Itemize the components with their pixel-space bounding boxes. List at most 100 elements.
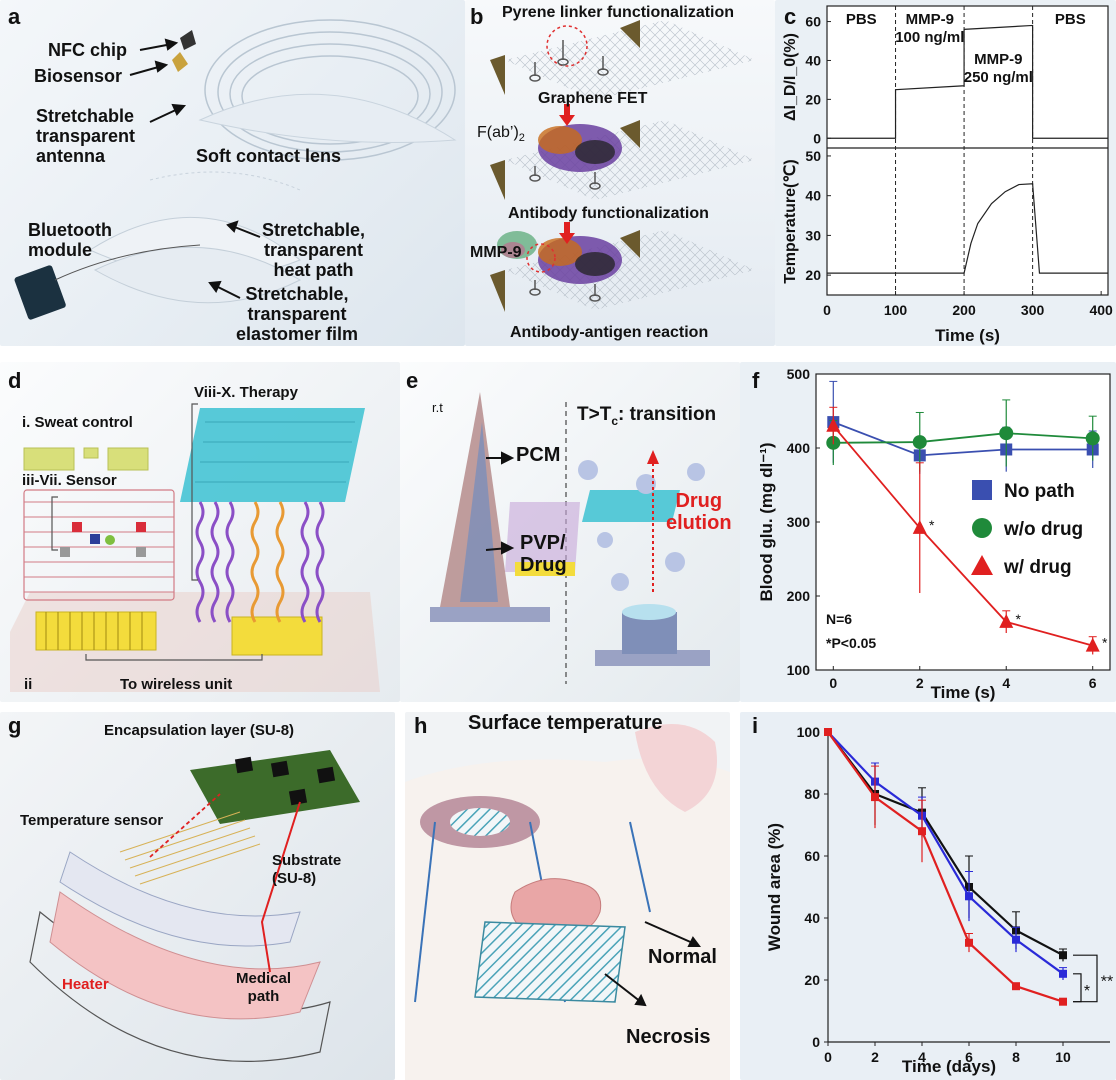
chart-i-series-0-line [827, 731, 1064, 957]
chart-f-star-1: * [1016, 611, 1022, 627]
chart-f: 100 200 300 400 500 0 2 4 6 Time (s) Blood glu. (m… [757, 366, 1111, 702]
chart-f-star-0: * [929, 517, 935, 533]
chart-c-xtick-label-4: 400 [1089, 302, 1113, 318]
chart-f-series-2-point-1 [912, 519, 927, 534]
label-normal: Normal [648, 946, 717, 968]
chart-c-bottom-ytick-label-0: 20 [805, 267, 821, 283]
panel-b-illustration [490, 20, 755, 312]
chart-c-top-ytick-label-0: 0 [813, 130, 821, 146]
label-drug-elution: Drug elution [666, 490, 732, 534]
label-sweat-control: i. Sweat control [22, 414, 133, 431]
panel-g-illustration [29, 750, 360, 1062]
chart-i-bracket-inner [1073, 973, 1082, 1003]
label-elastomer-film: Stretchable, transparent elastomer film [236, 284, 359, 344]
chart-i-ytick-label-1: 20 [804, 972, 820, 988]
chart-i-ytick-label-4: 80 [804, 786, 820, 802]
chart-f-legend-marker-0 [972, 480, 992, 500]
chart-c-bottom-series [827, 183, 1108, 274]
chart-i-series-1-point-4 [1012, 935, 1020, 944]
chart-i-xtick-label-3: 6 [965, 1049, 973, 1065]
label-pcm: PCM [516, 444, 561, 466]
panel-a-illustration [14, 19, 457, 320]
chart-f-series-1-point-3 [1085, 431, 1100, 446]
chart-c-top-series [827, 24, 1108, 139]
chart-c-bottom-ytick-label-2: 40 [805, 188, 821, 204]
chart-i-sig-0: * [1084, 983, 1090, 1000]
panel-label-b: b [470, 4, 484, 29]
chart-i-xtick-label-2: 4 [918, 1049, 926, 1065]
label-mmp9: MMP-9 [470, 244, 522, 261]
chart-i-ytick-label-5: 100 [797, 724, 821, 740]
chart-i-series-1-line [827, 731, 1064, 975]
chart-i-series-0-point-5 [1059, 951, 1067, 960]
chart-i-xtick-label-5: 10 [1055, 1049, 1071, 1065]
chart-i-xtick-label-0: 0 [824, 1049, 832, 1065]
chart-f-series-2-point-0 [826, 417, 841, 432]
chart-c-xtick-label-1: 100 [884, 302, 908, 318]
panel-i-background [740, 712, 1116, 1080]
label-temperature-sensor: Temperature sensor [20, 812, 164, 829]
chart-i-series-1-point-3 [965, 892, 973, 901]
label-wireless-unit: To wireless unit [120, 676, 233, 693]
chart-f-series-1-point-2 [999, 426, 1014, 441]
panel-label-d: d [8, 368, 22, 393]
chart-c-top-ytick-label-1: 20 [805, 91, 821, 107]
label-graphene-fet: Graphene FET [538, 90, 648, 107]
label-ii: ii [24, 676, 33, 693]
panel-d-illustration [10, 403, 380, 692]
chart-c-xtick-label-0: 0 [823, 302, 831, 318]
chart-c-bottom-ytick-label-3: 50 [805, 148, 821, 164]
chart-i-bracket-outer [1073, 954, 1098, 1003]
label-therapy: Viii-X. Therapy [194, 384, 298, 401]
chart-i-series-1-point-5 [1059, 969, 1067, 978]
chart-f-ytick-label-4: 500 [787, 366, 811, 382]
chart-c-xtick-label-3: 300 [1021, 302, 1045, 318]
panel-label-a: a [8, 4, 21, 29]
chart-f-ytick-label-3: 400 [787, 440, 811, 456]
chart-c-xtick-label-2: 200 [952, 302, 976, 318]
chart-c-annotation-5: PBS [1055, 11, 1086, 28]
chart-f-ylabel: Blood glu. (mg dl⁻¹) [757, 442, 776, 601]
chart-i-ytick-label-3: 60 [804, 848, 820, 864]
chart-f-xlabel: Time (s) [931, 683, 996, 702]
chart-f-legend-label-1: w/o drug [1003, 519, 1083, 540]
chart-c-top-ylabel: ΔI_D/I_0(%) [782, 33, 799, 121]
chart-f-legend-marker-1 [972, 518, 992, 538]
chart-c-bottom-ytick-label-1: 30 [805, 227, 821, 243]
chart-c-annotation-1: MMP-9 [906, 11, 954, 28]
label-pyrene: Pyrene linker functionalization [502, 4, 735, 21]
chart-f-xtick-label-0: 0 [829, 675, 837, 691]
label-rt: r.t [432, 400, 443, 415]
chart-f-ytick-label-2: 300 [787, 514, 811, 530]
chart-i-xlabel: Time (days) [902, 1057, 996, 1076]
label-heat-path: Stretchable, transparent heat path [262, 220, 366, 280]
chart-f-legend-label-0: No path [1004, 481, 1075, 502]
label-antibody-functionalization: Antibody functionalization [508, 205, 709, 222]
label-nfc-chip: NFC chip [48, 40, 127, 60]
panel-label-h: h [414, 713, 428, 738]
chart-i-series-2-point-2 [918, 827, 926, 836]
panel-label-c: c [784, 4, 797, 29]
label-medical-path: Medical path [236, 970, 292, 1005]
panel-label-i: i [752, 713, 759, 738]
panel-label-f: f [752, 368, 760, 393]
chart-i: 0 20 40 60 80 100 0 2 4 6 8 10 Time (days) Wound area… [765, 724, 1113, 1076]
chart-i-series-2-line [827, 731, 1064, 1003]
chart-i-series-2-point-5 [1059, 997, 1067, 1006]
chart-f-legend-label-2: w/ drug [1003, 557, 1072, 578]
chart-f-xtick-label-3: 6 [1089, 675, 1097, 691]
chart-c-top-ytick-label-3: 60 [805, 14, 821, 30]
chart-c-annotation-4: 250 ng/ml [964, 69, 1033, 86]
chart-f-series-1-line [833, 432, 1093, 444]
label-biosensor: Biosensor [34, 66, 123, 86]
label-antibody-antigen-reaction: Antibody-antigen reaction [510, 324, 709, 341]
label-substrate: Substrate (SU-8) [272, 852, 342, 887]
chart-f-star-2: * [1102, 635, 1108, 651]
chart-f-series-1-point-1 [912, 435, 927, 450]
panel-label-g: g [8, 713, 22, 738]
chart-c-annotation-3: MMP-9 [974, 51, 1022, 68]
chart-f-series-0-line [832, 421, 1093, 457]
panel-e-illustration [430, 392, 710, 684]
panel-label-e: e [406, 368, 419, 393]
label-surface-temperature: Surface temperature [468, 712, 663, 734]
